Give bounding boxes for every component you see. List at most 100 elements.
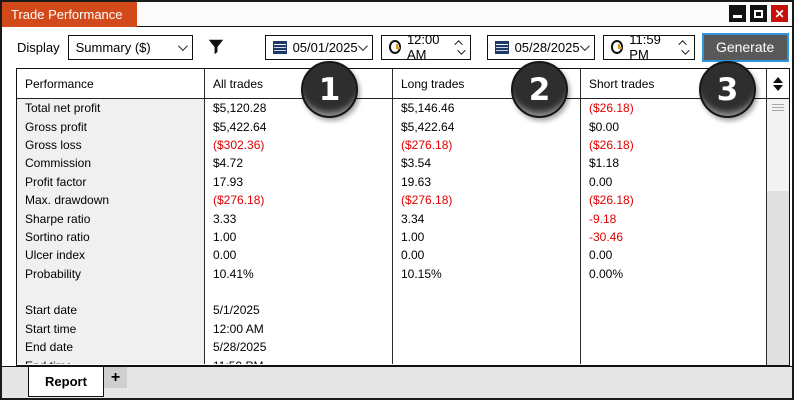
all-trades-cell: 0.00: [205, 246, 393, 265]
short-trades-cell: ($26.18): [581, 190, 766, 210]
filter-button[interactable]: [207, 37, 225, 57]
long-trades-cell: [393, 356, 581, 364]
short-trades-cell: [581, 282, 766, 302]
step-badge-2: 2: [511, 61, 568, 118]
short-trades-cell: 0.00: [581, 172, 766, 191]
all-trades-cell: 1.00: [205, 227, 393, 247]
all-trades-cell: $5,422.64: [205, 117, 393, 136]
maximize-icon: [754, 9, 763, 18]
calendar-icon: [494, 40, 509, 54]
row-label-cell: Commission: [17, 154, 205, 173]
row-label-cell: Sortino ratio: [17, 227, 205, 247]
minimize-icon: [733, 15, 742, 18]
table-columns: Performance All trades Long trades Short…: [17, 69, 766, 365]
start-time-value: 12:00 AM: [406, 32, 440, 62]
all-trades-cell: 11:59 PM: [205, 356, 393, 364]
start-date-value: 05/01/2025: [292, 39, 358, 55]
minimize-button[interactable]: [729, 5, 746, 22]
window-controls: ✕: [729, 5, 788, 22]
all-trades-cell: 17.93: [205, 172, 393, 191]
start-time-spinner[interactable]: 12:00 AM: [380, 32, 471, 62]
chevron-down-icon: [357, 40, 368, 51]
generate-button[interactable]: Generate: [701, 32, 789, 62]
long-trades-cell: $5,422.64: [393, 117, 581, 136]
short-trades-cell: 0.00%: [581, 264, 766, 283]
time-spin-buttons[interactable]: [677, 39, 690, 55]
all-trades-cell: 10.41%: [205, 264, 393, 283]
all-trades-cell: [205, 282, 393, 302]
scrollbar-thumb[interactable]: [767, 99, 789, 191]
filter-funnel-icon: [208, 39, 223, 55]
add-tab-button[interactable]: +: [104, 367, 127, 388]
row-label-cell: End time: [17, 356, 205, 364]
vertical-scrollbar: [766, 69, 789, 365]
short-trades-cell: -30.46: [581, 227, 766, 247]
maximize-button[interactable]: [750, 5, 767, 22]
long-trades-cell: ($276.18): [393, 190, 581, 210]
all-trades-cell: $4.72: [205, 154, 393, 173]
display-label: Display: [17, 39, 60, 55]
short-trades-cell: [581, 356, 766, 364]
performance-table: Performance All trades Long trades Short…: [16, 68, 790, 366]
all-trades-cell: 12:00 AM: [205, 319, 393, 339]
short-trades-cell: $1.18: [581, 154, 766, 173]
long-trades-cell: [393, 282, 581, 302]
row-label-cell: [17, 282, 205, 302]
display-dropdown[interactable]: Summary ($): [67, 34, 193, 60]
end-time-value: 11:59 PM: [629, 32, 661, 62]
row-label-cell: Probability: [17, 264, 205, 283]
column-header-performance: Performance: [17, 69, 205, 98]
tab-bar: Report +: [2, 366, 792, 398]
scroll-up-icon[interactable]: [773, 76, 783, 83]
long-trades-cell: 3.34: [393, 209, 581, 228]
row-label-cell: Max. drawdown: [17, 190, 205, 210]
long-trades-cell: $3.54: [393, 154, 581, 173]
end-time-spinner[interactable]: 11:59 PM: [602, 32, 695, 62]
window-title: Trade Performance: [2, 2, 137, 27]
short-trades-cell: [581, 338, 766, 357]
row-label-cell: Ulcer index: [17, 246, 205, 265]
row-label-cell: Sharpe ratio: [17, 209, 205, 228]
row-label-cell: Gross loss: [17, 135, 205, 155]
time-spin-buttons[interactable]: [453, 39, 466, 55]
display-dropdown-value: Summary ($): [75, 39, 151, 55]
row-label-cell: Profit factor: [17, 172, 205, 191]
scroll-down-icon[interactable]: [773, 84, 783, 91]
row-label-cell: Start date: [17, 301, 205, 320]
short-trades-cell: [581, 319, 766, 339]
long-trades-cell: [393, 338, 581, 357]
all-trades-cell: $5,120.28: [205, 99, 393, 118]
calendar-icon: [272, 40, 287, 54]
step-badge-1: 1: [301, 61, 358, 118]
chevron-down-icon: [177, 40, 188, 51]
close-button[interactable]: ✕: [771, 5, 788, 22]
end-date-picker[interactable]: 05/28/2025: [486, 34, 595, 60]
long-trades-cell: [393, 319, 581, 339]
toolbar: Display Summary ($) 05/01/2025 12:00 AM …: [2, 28, 792, 66]
row-label-cell: End date: [17, 338, 205, 357]
all-trades-cell: 5/28/2025: [205, 338, 393, 357]
long-trades-cell: [393, 301, 581, 320]
scrollbar-track[interactable]: [767, 191, 789, 365]
scrollbar-grip-icon: [772, 104, 784, 105]
row-label-cell: Total net profit: [17, 99, 205, 118]
short-trades-cell: ($26.18): [581, 135, 766, 155]
row-label-cell: Gross profit: [17, 117, 205, 136]
title-bar: Trade Performance ✕: [2, 2, 792, 27]
tab-report[interactable]: Report: [28, 367, 104, 397]
short-trades-cell: 0.00: [581, 246, 766, 265]
short-trades-cell: $0.00: [581, 117, 766, 136]
table-header: Performance All trades Long trades Short…: [17, 69, 766, 99]
clock-icon: [610, 40, 624, 54]
short-trades-cell: [581, 301, 766, 320]
long-trades-cell: 10.15%: [393, 264, 581, 283]
row-label-cell: Start time: [17, 319, 205, 339]
scrollbar-buttons: [767, 69, 789, 99]
all-trades-cell: 3.33: [205, 209, 393, 228]
long-trades-cell: 1.00: [393, 227, 581, 247]
long-trades-cell: ($276.18): [393, 135, 581, 155]
start-date-picker[interactable]: 05/01/2025: [264, 34, 373, 60]
table-body: Total net profit $5,120.28 $5,146.46 ($2…: [17, 99, 766, 364]
end-date-value: 05/28/2025: [514, 39, 580, 55]
